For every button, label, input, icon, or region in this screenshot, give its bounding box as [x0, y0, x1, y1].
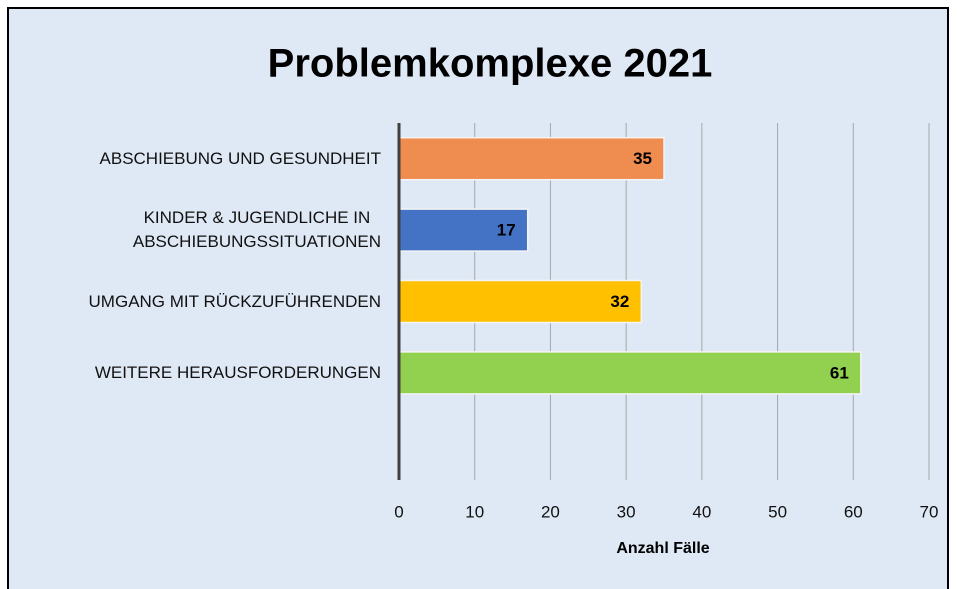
bar [398, 279, 643, 324]
data-label: 61 [830, 363, 849, 382]
x-tick-label: 40 [692, 502, 711, 521]
x-tick-label: 0 [394, 502, 403, 521]
y-tick-label: ABSCHIEBUNG UND GESUNDHEIT [99, 148, 381, 168]
bar [398, 136, 665, 181]
y-tick-label: UMGANG MIT RÜCKZUFÜHRENDEN [88, 291, 381, 311]
x-tick-label: 70 [920, 502, 939, 521]
data-label: 35 [633, 149, 652, 168]
x-tick-label: 10 [465, 502, 484, 521]
data-label: 32 [610, 292, 629, 311]
y-tick-label: KINDER & JUGENDLICHE IN ABSCHIEBUNGSSITU… [132, 208, 381, 252]
x-tick-label: 60 [844, 502, 863, 521]
data-label: 17 [497, 221, 516, 240]
chart-title: Problemkomplexe 2021 [268, 42, 713, 86]
x-tick-label: 20 [541, 502, 560, 521]
x-tick-label: 50 [768, 502, 787, 521]
x-tick-label: 30 [617, 502, 636, 521]
bar [398, 351, 862, 395]
y-tick-label: WEITERE HERAUSFORDERUNGEN [94, 362, 381, 382]
x-axis-title: Anzahl Fälle [616, 540, 709, 557]
